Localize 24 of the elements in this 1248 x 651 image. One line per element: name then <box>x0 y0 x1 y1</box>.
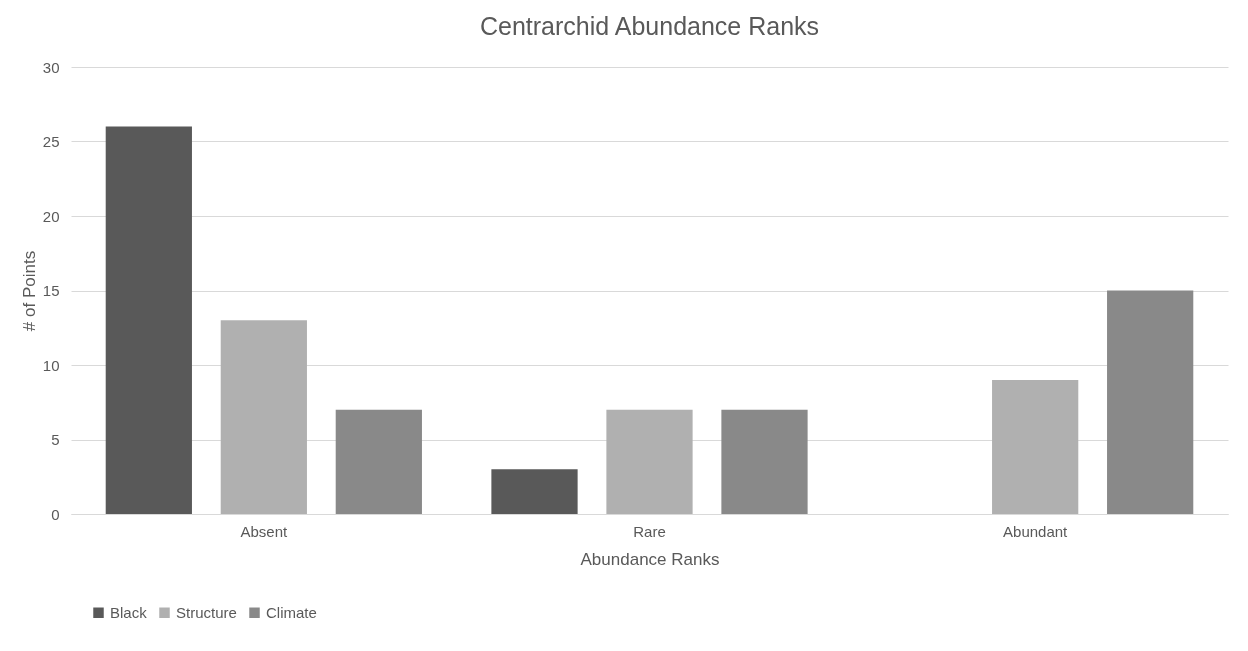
x-tick-label: Rare <box>633 522 666 540</box>
y-tick-label: 5 <box>51 431 60 448</box>
legend-label: Black <box>110 603 148 621</box>
y-tick-label: 10 <box>42 356 60 374</box>
bar <box>220 320 307 514</box>
bar <box>606 409 693 514</box>
bar <box>992 379 1079 514</box>
y-tick-label: 25 <box>42 133 60 150</box>
y-axis-title: # of Points <box>19 250 39 332</box>
legend-label: Structure <box>176 603 237 621</box>
y-tick-label: 0 <box>51 505 60 523</box>
bar <box>1107 290 1194 514</box>
y-tick-label: 20 <box>42 207 60 225</box>
y-tick-label: 30 <box>42 58 60 76</box>
x-tick-label: Absent <box>240 522 289 540</box>
bar <box>105 126 192 514</box>
chart-title: Centrarchid Abundance Ranks <box>479 12 820 40</box>
y-tick-label: 15 <box>42 282 60 299</box>
bar <box>721 409 808 514</box>
x-axis-title: Abundance Ranks <box>580 549 720 569</box>
bar <box>335 409 422 514</box>
x-tick-label: Abundant <box>1003 522 1069 540</box>
legend-label: Climate <box>266 603 317 621</box>
bar <box>491 469 578 514</box>
